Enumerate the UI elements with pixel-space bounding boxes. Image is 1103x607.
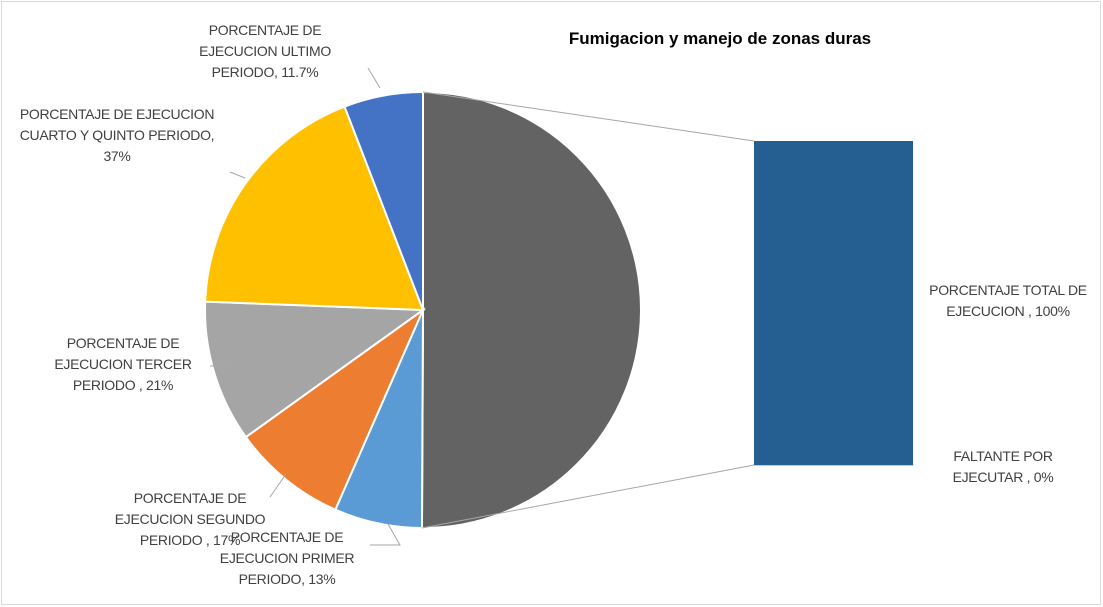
- data-label: PORCENTAJE DE EJECUCION CUARTO Y QUINTO …: [19, 106, 215, 164]
- bar-segment: [754, 141, 913, 465]
- chart-title: Fumigacion y manejo de zonas duras: [569, 29, 871, 48]
- leader-line: [370, 523, 401, 546]
- data-label: PORCENTAJE DE EJECUCION PRIMER PERIODO, …: [219, 529, 355, 587]
- data-label: PORCENTAJE DE EJECUCION TERCER PERIODO ,…: [54, 335, 192, 393]
- data-label: FALTANTE POR EJECUTAR , 0%: [952, 448, 1054, 485]
- leader-line: [269, 473, 287, 498]
- connector-line: [421, 464, 755, 529]
- data-label: PORCENTAJE TOTAL DE EJECUCION , 100%: [929, 282, 1087, 319]
- connector-line: [422, 91, 755, 142]
- pie-slice: [244, 307, 426, 511]
- leader-line: [229, 171, 246, 179]
- pie-slice: [343, 90, 424, 311]
- pie-slice: [204, 300, 426, 439]
- data-label: PORCENTAJE DE EJECUCION ULTIMO PERIODO, …: [199, 22, 331, 80]
- data-label: PORCENTAJE DE EJECUCION SEGUNDO PERIODO …: [114, 490, 266, 548]
- leader-line: [367, 67, 381, 89]
- other-slice: [420, 90, 642, 529]
- pie-slice: [204, 105, 425, 312]
